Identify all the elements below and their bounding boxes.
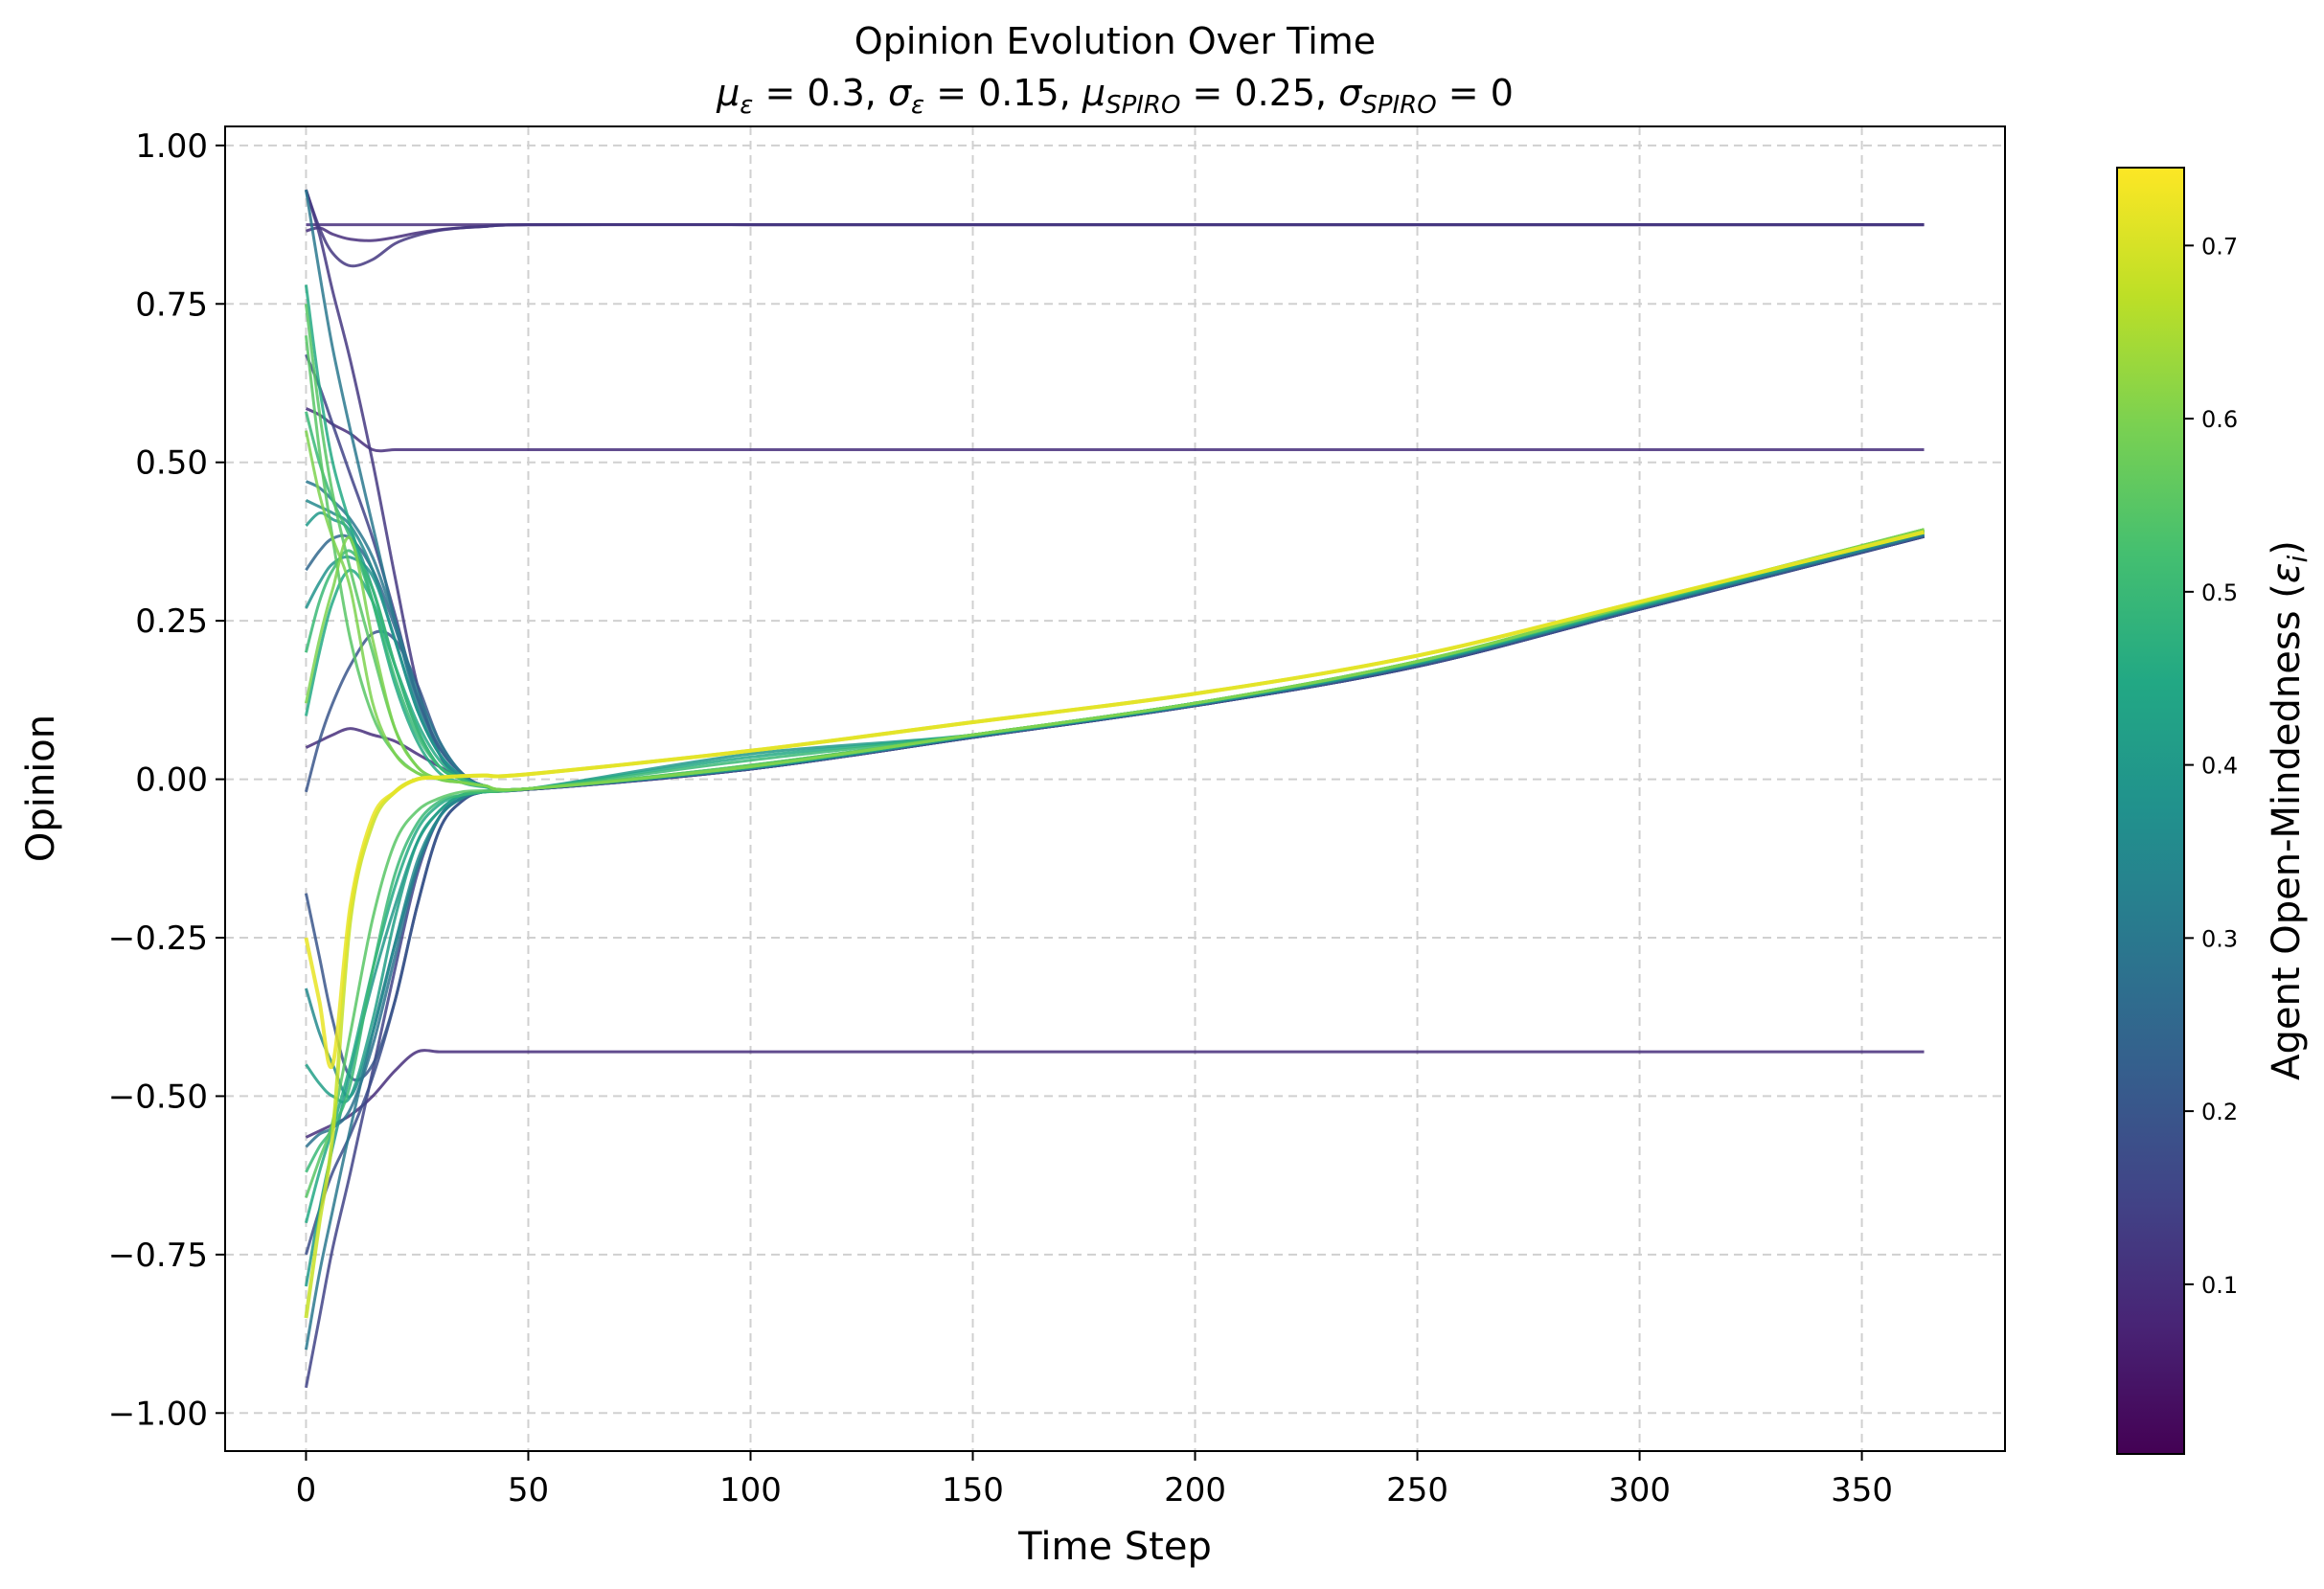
agent-opinion-line [305, 529, 1925, 1224]
colorbar-label: Agent Open-Mindedness (εi) [2265, 540, 2313, 1080]
agent-opinion-line [305, 531, 1925, 792]
agent-opinion-line [305, 411, 1925, 792]
agent-opinion-line [305, 533, 1925, 1148]
y-tick-label: 0.50 [135, 444, 208, 483]
agent-opinion-line [304, 529, 1925, 792]
agent-opinion-line [304, 335, 1925, 792]
agent-opinion-line [305, 353, 1925, 792]
y-tick-label: 0.75 [135, 285, 208, 324]
agent-opinion-line [305, 528, 1925, 1198]
y-tick-label: 0.25 [135, 602, 208, 641]
subtitle-value: = 0.15, [924, 72, 1082, 114]
y-axis-ticks: 1.00 0.75 0.50 0.25 0.00 −0.25 −0.50 −0.75 −1.00 [108, 127, 225, 1433]
colorbar-label-text: Agent Open-Mindedness ( [2265, 583, 2309, 1080]
agent-opinion-line [305, 529, 1925, 1173]
subtitle-symbol: σ [1338, 72, 1363, 114]
agent-opinion-line [305, 407, 1925, 453]
subtitle-symbol: μ [716, 72, 740, 114]
agent-lines [304, 189, 1925, 1389]
x-tick-label: 300 [1608, 1471, 1671, 1510]
agent-opinion-line [304, 189, 1925, 792]
colorbar-label-subscript: i [2282, 556, 2313, 563]
agent-opinion-line [305, 530, 1925, 1104]
subtitle-subscript: ε [740, 91, 753, 120]
subtitle-subscript: ε [911, 91, 924, 120]
agent-opinion-line [306, 222, 1925, 242]
agent-opinion-line [305, 189, 1925, 268]
x-tick-label: 50 [508, 1471, 549, 1510]
subtitle-value: = 0.25, [1180, 72, 1338, 114]
colorbar-ticks: 0.1 0.2 0.3 0.4 0.5 0.6 0.7 [2184, 233, 2238, 1299]
agent-opinion-line [304, 530, 1925, 1070]
agent-opinion-line [304, 531, 1925, 1287]
colorbar-tick-label: 0.6 [2201, 406, 2238, 433]
y-tick-label: −0.75 [108, 1237, 208, 1275]
colorbar-tick-label: 0.5 [2201, 579, 2238, 606]
agent-opinion-line [304, 534, 1925, 1082]
agent-opinion-line [304, 533, 1925, 1351]
y-tick-label: −0.25 [108, 919, 208, 958]
agent-opinion-line [305, 1049, 1925, 1139]
subtitle-subscript: SPIRO [1361, 91, 1436, 120]
x-tick-label: 250 [1386, 1471, 1448, 1510]
y-tick-label: −0.50 [108, 1078, 208, 1116]
agent-opinion-line [304, 528, 1925, 792]
colorbar-tick-label: 0.7 [2201, 233, 2238, 260]
colorbar-tick-label: 0.1 [2201, 1272, 2238, 1299]
x-tick-label: 100 [719, 1471, 782, 1510]
y-axis-label: Opinion [19, 715, 63, 862]
subtitle-value: = 0.3, [753, 72, 888, 114]
x-tick-label: 200 [1164, 1471, 1226, 1510]
subtitle-value: = 0 [1437, 72, 1514, 114]
agent-opinion-line [305, 534, 1925, 792]
x-axis-label: Time Step [1017, 1525, 1212, 1569]
agent-opinion-line [304, 530, 1925, 1319]
agent-opinion-line [305, 529, 1925, 792]
colorbar-tick-label: 0.3 [2201, 925, 2238, 952]
agent-opinion-line [305, 189, 1925, 792]
agent-opinion-line [304, 430, 1925, 792]
x-tick-label: 0 [296, 1471, 317, 1510]
colorbar-label-end: ) [2265, 540, 2309, 556]
agent-opinion-line [305, 534, 1925, 1256]
colorbar-tick-label: 0.2 [2201, 1099, 2238, 1125]
colorbar-label-symbol: ε [2265, 563, 2309, 584]
chart-subtitle: με = 0.3, σε = 0.15, μSPIRO = 0.25, σSPI… [716, 72, 1514, 120]
agent-opinion-line [305, 534, 1925, 793]
y-tick-label: −1.00 [108, 1395, 208, 1433]
colorbar [2116, 167, 2185, 1455]
x-axis-ticks: 0 50 100 150 200 250 300 350 [296, 1451, 1893, 1510]
agent-opinion-line [305, 533, 1925, 792]
y-tick-label: 0.00 [135, 761, 208, 800]
x-tick-label: 350 [1831, 1471, 1893, 1510]
subtitle-symbol: μ [1082, 72, 1105, 114]
plot-frame [224, 125, 2006, 1452]
subtitle-subscript: SPIRO [1105, 91, 1180, 120]
agent-opinion-line [305, 532, 1925, 1099]
chart-title: Opinion Evolution Over Time [854, 20, 1376, 62]
subtitle-symbol: σ [888, 72, 913, 114]
x-tick-label: 150 [942, 1471, 1004, 1510]
agent-opinion-line [304, 534, 1925, 1389]
y-tick-label: 1.00 [135, 127, 208, 166]
colorbar-tick-label: 0.4 [2201, 753, 2238, 780]
agent-opinion-line [305, 499, 1925, 792]
agent-opinion-line [305, 511, 1925, 792]
agent-opinion-line [305, 480, 1925, 792]
